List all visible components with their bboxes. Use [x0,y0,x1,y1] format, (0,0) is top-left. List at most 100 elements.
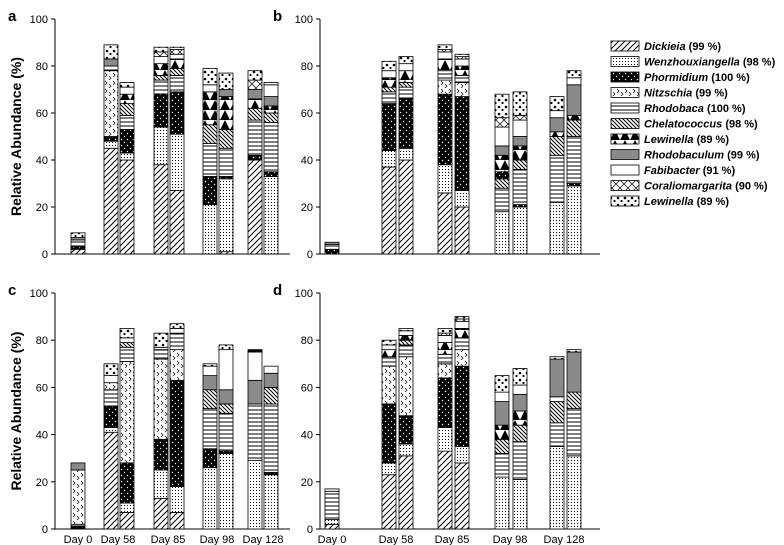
legend-label: Coraliomargarita (90 %) [644,181,768,193]
bar-segment-white [512,384,528,395]
bar-segment-fdots [398,147,414,161]
bar-segment-tri [549,131,565,137]
bar-segment-gray [263,96,279,107]
bar-segment-tri [454,327,470,339]
bar-segment-fdots [218,178,234,253]
legend-label: Rhodobaculum (99 %) [644,150,760,162]
bar-segment-wave [169,349,185,381]
bar-segment-horiz [381,356,397,367]
bar-segment-xhatch [512,114,528,121]
bar-segment-blobs [512,91,528,116]
bar-segment-xhatch [494,117,510,128]
legend-swatch [610,56,640,67]
legend-taxon-name: Wenzhouxiangella [644,57,740,69]
legend-swatch [610,195,640,207]
bar-stack-day-85 [454,316,470,530]
bar-stack-day-0 [324,488,340,530]
bar-segment-gray [202,375,218,391]
legend-item: Coraliomargarita (90 %) [610,180,768,193]
bar-segment-blobs [512,368,528,386]
y-tick-label: 100 [30,14,48,26]
bar-segment-fdots [202,467,218,530]
legend-taxon-name: Rhodobaca [644,103,704,115]
bar-segment-white [437,335,453,343]
legend-percent: (99 %) [727,150,760,162]
y-tick-label: 40 [301,430,313,442]
bar-segment-horiz [247,403,263,461]
bar-segment-tri [437,58,453,72]
panel-label: d [273,282,282,299]
bar-segment-horiz [494,187,510,213]
bar-segment-tri [494,154,510,173]
y-tick-label: 40 [301,155,313,167]
legend-taxon-name: Lewinella [644,134,694,146]
bar-segment-white [454,320,470,329]
y-tick-label: 20 [301,202,313,214]
bar-segment-white [398,330,414,336]
bar-segment-fdots [494,211,510,255]
bar-segment-fdots [454,190,470,208]
bar-segment-tri [119,93,135,104]
bar-segment-wave [437,79,453,95]
bar-segment-white [437,51,453,60]
bar-segment-horiz [454,337,470,351]
x-tick-label: Day 128 [544,534,585,545]
bar-stack-day-58 [381,339,397,530]
bar-segment-horiz [454,75,470,83]
legend-item: Chelatococcus (98 %) [610,118,758,131]
bar-segment-black [169,379,185,487]
y-tick-label: 60 [36,108,48,120]
x-tick-label: Day 98 [493,534,528,545]
bar-segment-horiz [398,86,414,100]
bar-stack-day-98 [218,344,234,530]
y-tick-label: 20 [36,477,48,489]
legend-percent: (99 %) [695,88,728,100]
bar-segment-white [549,396,565,402]
bar-segment-tri [566,114,582,121]
x-tick-label: Day 128 [243,534,284,545]
y-tick-label: 60 [36,382,48,394]
bar-segment-horiz [218,147,234,177]
bar-segment-fdots [153,469,169,499]
bar-segment-bdiag [263,386,279,405]
bar-stack-day-98 [494,93,510,255]
bar-segment-blobs [70,232,86,238]
bar-segment-blobs [494,375,510,393]
y-tick-label: 0 [42,524,48,536]
bar-segment-gray [247,379,263,405]
bar-segment-horiz [218,412,234,452]
bar-segment-bdiag [263,112,279,123]
legend-percent: (98 %) [725,119,758,131]
bar-segment-diag [247,159,263,255]
bar-segment-white [494,126,510,147]
bar-segment-gray [512,136,528,147]
bar-segment-blobs [494,93,510,119]
bar-segment-blobs [119,327,135,339]
legend-item: Fabibacter (91 %) [610,164,735,177]
bar-segment-blobs [454,53,470,57]
bar-segment-horiz [103,389,119,407]
y-tick-label: 0 [307,524,313,536]
bar-segment-gray [218,389,234,405]
bar-segment-white [218,349,234,391]
legend-percent: (98 %) [743,57,776,69]
panel-a: 0 20 40 60 80 100 a Relative Abundance (%) [8,8,290,261]
y-tick-label: 0 [307,249,313,261]
bar-segment-horiz [202,408,218,450]
bar-segment-white [263,365,279,374]
bar-segment-wave [103,382,119,391]
bar-segment-gray [103,58,119,67]
bar-stack-day-128 [247,70,263,255]
legend-label: Lewinella (89 %) [644,196,729,208]
legend-taxon-name: Chelatococcus [644,119,722,131]
bar-segment-bdiag [398,339,414,346]
legend-taxon-name: Coraliomargarita [644,181,732,193]
bar-segment-black [494,171,510,180]
bar-stack-day-98 [512,91,528,255]
bar-segment-horiz [566,408,582,457]
bar-segment-xhatch [153,51,169,58]
bar-segment-fdots [512,206,528,255]
bar-segment-blobs [103,363,119,376]
legend-percent: (89 %) [697,196,730,208]
legend-percent: (100 %) [711,72,750,84]
